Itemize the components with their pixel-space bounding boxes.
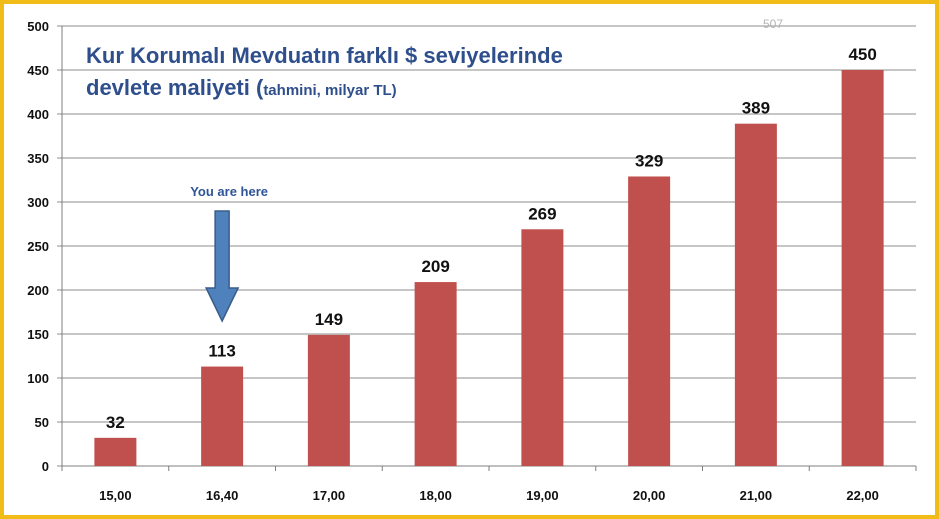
y-tick-label: 100	[27, 371, 49, 386]
watermark-number: 507	[763, 17, 784, 31]
y-tick-label: 350	[27, 151, 49, 166]
bar	[521, 229, 564, 466]
bar	[734, 123, 777, 467]
y-tick-label: 200	[27, 283, 49, 298]
x-tick-label: 17,00	[313, 488, 346, 503]
x-tick-label: 20,00	[633, 488, 666, 503]
chart-title-subtitle: tahmini, milyar TL)	[263, 82, 397, 99]
y-tick-label: 450	[27, 63, 49, 78]
data-label: 450	[848, 45, 876, 64]
bar	[628, 176, 671, 467]
data-label: 32	[106, 413, 125, 432]
x-tick-label: 15,00	[99, 488, 132, 503]
chart-title-line1: Kur Korumalı Mevduatın farklı $ seviyele…	[86, 43, 563, 68]
bar	[414, 282, 457, 466]
annotation-text: You are here	[190, 184, 268, 199]
bar	[307, 334, 350, 466]
y-tick-label: 150	[27, 327, 49, 342]
x-tick-label: 21,00	[740, 488, 773, 503]
data-label: 389	[742, 99, 770, 118]
bar	[94, 437, 137, 466]
down-arrow-icon	[204, 210, 240, 323]
bar	[841, 70, 884, 466]
data-label: 149	[315, 310, 343, 329]
chart-title: Kur Korumalı Mevduatın farklı $ seviyele…	[86, 40, 563, 107]
x-tick-label: 22,00	[846, 488, 879, 503]
data-label: 329	[635, 151, 663, 170]
bar	[201, 366, 244, 466]
y-tick-label: 250	[27, 239, 49, 254]
x-tick-label: 19,00	[526, 488, 559, 503]
data-label: 269	[528, 204, 556, 223]
y-tick-label: 400	[27, 107, 49, 122]
y-tick-label: 300	[27, 195, 49, 210]
y-tick-label: 0	[42, 459, 49, 474]
chart-title-main-part: devlete maliyeti (	[86, 75, 264, 100]
data-label: 209	[421, 257, 449, 276]
data-label: 113	[208, 342, 235, 361]
x-tick-label: 18,00	[419, 488, 452, 503]
y-tick-label: 50	[35, 415, 49, 430]
x-tick-label: 16,40	[206, 488, 239, 503]
y-tick-label: 500	[27, 19, 49, 34]
chart-title-line2: devlete maliyeti (tahmini, milyar TL)	[86, 72, 563, 107]
